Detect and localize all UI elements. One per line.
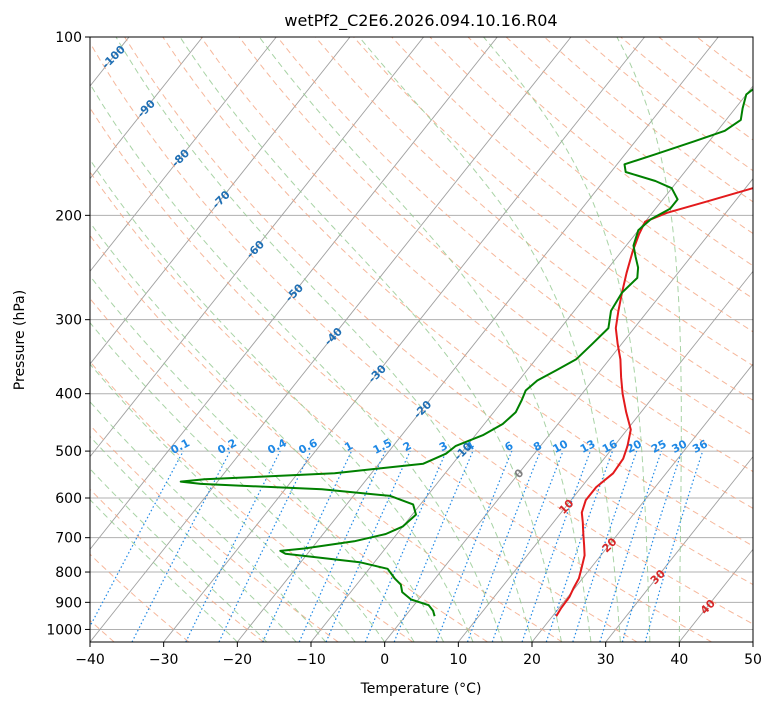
mixing-ratio-line <box>298 450 386 642</box>
moist-adiabat-line <box>90 321 386 642</box>
moist-adiabat-line <box>358 37 621 642</box>
y-tick-label: 500 <box>55 444 82 460</box>
y-axis-ticks: 100 200 300 400 500 600 700 800 900 1000 <box>46 30 90 638</box>
mixing-ratio-line <box>435 450 513 642</box>
moist-adiabat-line <box>258 37 592 642</box>
moist-adiabat-line <box>90 363 356 642</box>
isotherm-line <box>90 37 277 273</box>
isotherm-line <box>236 37 719 642</box>
dry-adiabat-line <box>90 107 712 642</box>
x-tick-label: −10 <box>296 652 326 668</box>
y-tick-label: 1000 <box>46 622 82 638</box>
x-tick-label: 10 <box>449 652 467 668</box>
x-axis-title: Temperature (°C) <box>360 681 482 697</box>
y-tick-label: 900 <box>55 595 82 611</box>
x-tick-label: 30 <box>597 652 615 668</box>
x-tick-label: −30 <box>149 652 179 668</box>
isotherm-line <box>90 37 572 642</box>
mixing-ratio-label: 30 <box>670 437 690 456</box>
isotherm-line <box>90 37 351 365</box>
mixing-ratio-label: 13 <box>578 437 598 456</box>
isotherm-line <box>90 37 424 458</box>
moist-adiabat-line <box>616 37 682 642</box>
mixing-ratio-line <box>491 450 564 642</box>
mixing-ratio-line <box>90 450 184 628</box>
isotherm-line <box>163 37 645 642</box>
y-tick-label: 800 <box>55 565 82 581</box>
mixing-ratio-line <box>325 450 411 642</box>
dry-adiabat-line <box>162 37 753 547</box>
moist-adiabat-line <box>90 83 503 642</box>
moist-adiabat-line <box>483 37 651 642</box>
x-tick-label: 50 <box>744 652 762 668</box>
y-tick-label: 100 <box>55 30 82 46</box>
dry-adiabat-line <box>90 234 563 642</box>
dry-adiabat-line <box>90 424 339 642</box>
y-tick-label: 200 <box>55 208 82 224</box>
mixing-ratio-line <box>466 450 541 642</box>
dewpoint-profile-line <box>179 87 753 617</box>
mixing-ratio-line <box>521 450 591 642</box>
dry-adiabat-line <box>124 37 753 586</box>
isotherm-line <box>384 177 753 642</box>
mixing-ratio-label: 25 <box>649 437 669 456</box>
pressure-gridlines <box>90 37 753 630</box>
isotherm-line <box>90 37 498 551</box>
x-tick-label: 40 <box>670 652 688 668</box>
x-axis-ticks: −40 −30 −20 −10 0 10 20 30 40 50 <box>75 642 762 668</box>
plot-frame <box>89 36 754 643</box>
mixing-ratio-line <box>393 450 474 642</box>
dry-adiabat-line <box>353 37 753 367</box>
dry-adiabat-line <box>315 37 753 401</box>
isotherm-line <box>90 37 203 180</box>
mixing-ratio-label: 10 <box>551 437 571 456</box>
mixing-ratio-line <box>599 450 662 642</box>
mixing-ratio-line <box>545 450 614 642</box>
mixing-ratio-line <box>185 450 281 642</box>
y-tick-label: 400 <box>55 387 82 403</box>
y-tick-label: 300 <box>55 313 82 329</box>
moist-adiabat-line <box>179 37 562 642</box>
y-tick-label: 700 <box>55 531 82 547</box>
dry-adiabat-line <box>90 41 753 625</box>
dry-adiabat-line <box>200 37 753 509</box>
dry-adiabat-line <box>391 37 753 333</box>
x-tick-label: −20 <box>223 652 253 668</box>
y-tick-label: 600 <box>55 491 82 507</box>
isotherm-line <box>605 455 753 642</box>
moist-adiabat-line <box>90 468 268 642</box>
moist-adiabat-line <box>90 435 297 642</box>
mixing-ratio-line <box>364 450 447 642</box>
moist-adiabat-line <box>90 221 445 642</box>
temperature-profile-line <box>555 187 753 617</box>
x-tick-label: 0 <box>380 652 389 668</box>
dry-adiabat-line <box>90 360 414 642</box>
mixing-ratio-lines <box>90 450 704 642</box>
sounding-profiles <box>179 87 753 617</box>
isotherm-line <box>531 363 753 642</box>
dry-adiabat-line <box>90 553 190 642</box>
y-axis-title: Pressure (hPa) <box>12 290 28 390</box>
moist-adiabat-line <box>115 37 533 642</box>
dry-adiabat-line <box>276 37 753 437</box>
x-tick-label: 20 <box>523 652 541 668</box>
x-tick-label: −40 <box>75 652 105 668</box>
mixing-ratio-label: 16 <box>600 437 620 456</box>
plot-area: 0.1 0.2 0.4 0.6 1 1.5 2 3 4 6 8 10 13 16 20 25 30 36-100-… <box>90 37 753 642</box>
mixing-ratio-line <box>621 450 683 642</box>
moist-adiabat-line <box>90 158 474 642</box>
mixing-ratio-line <box>572 450 638 642</box>
isotherm-lines <box>90 37 753 642</box>
chart-title: wetPf2_C2E6.2026.094.10.16.R04 <box>284 11 557 31</box>
mixing-ratio-line <box>644 450 704 642</box>
moist-adiabat-line <box>90 498 238 642</box>
mixing-ratio-label: 36 <box>690 437 710 456</box>
